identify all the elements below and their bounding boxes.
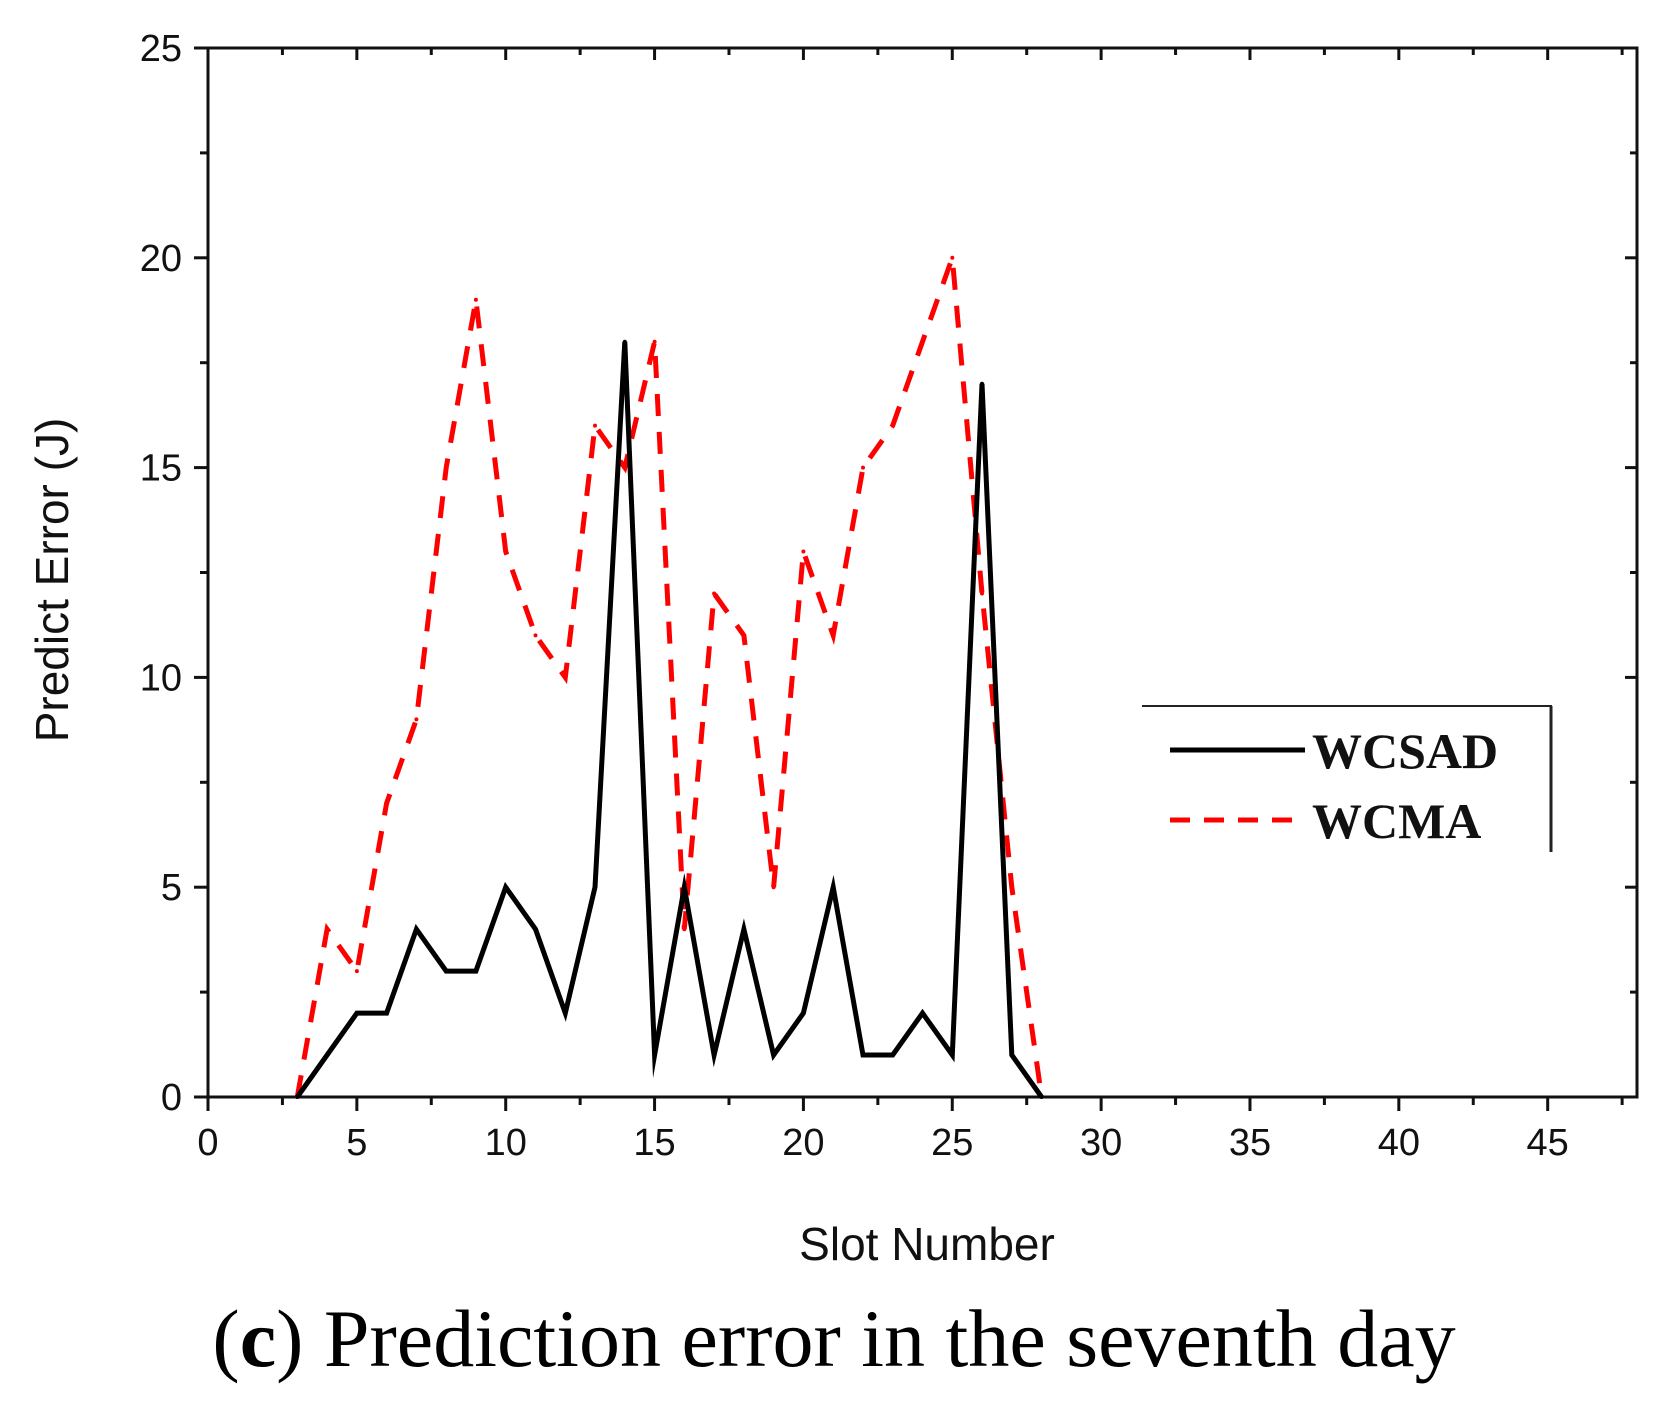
legend-label-wcma: WCMA: [1312, 793, 1481, 849]
data-point-wcma: [861, 465, 865, 470]
data-point-wcsad: [801, 1011, 806, 1016]
data-point-wcsad: [295, 1095, 300, 1099]
data-point-wcsad: [414, 927, 419, 932]
figure-caption: (c) Prediction error in the seventh day: [0, 1292, 1668, 1386]
x-tick-label: 15: [633, 1122, 675, 1164]
data-point-wcsad: [890, 1053, 895, 1057]
data-point-wcsad: [831, 885, 836, 890]
data-point-wcma: [741, 633, 746, 638]
tick-labels: 0 5 10 15 20 25 30 35 40 45 0 5 10 15 20 25: [140, 28, 1569, 1164]
data-point-wcsad: [1039, 1095, 1044, 1099]
data-point-wcsad: [652, 1053, 657, 1057]
x-tick-label: 30: [1080, 1122, 1122, 1164]
x-tick-label: 5: [346, 1122, 367, 1164]
data-point-wcma: [354, 969, 359, 974]
data-point-wcsad: [503, 885, 508, 890]
series-line-wcsad: [295, 341, 1044, 1099]
legend[interactable]: WCSAD WCMA: [1142, 705, 1553, 853]
data-point-wcsad: [920, 1011, 925, 1016]
data-point-wcsad: [622, 339, 627, 344]
legend-box: [1142, 705, 1552, 853]
data-point-wcsad: [325, 1053, 330, 1057]
data-point-wcsad: [593, 885, 597, 890]
data-point-wcsad: [712, 1053, 717, 1057]
data-point-wcma: [503, 549, 508, 554]
y-tick-label: 10: [140, 657, 182, 699]
y-axis-title: Predict Error (J): [26, 418, 78, 743]
data-point-wcma: [325, 927, 330, 932]
y-tick-label: 5: [161, 867, 182, 909]
data-point-wcsad: [1009, 1053, 1014, 1057]
y-tick-label: 15: [140, 448, 182, 490]
caption-panel-letter: c: [239, 1293, 277, 1384]
data-point-wcsad: [771, 1053, 776, 1057]
data-point-wcsad: [950, 1053, 955, 1057]
data-point-wcma: [622, 465, 627, 470]
data-point-wcsad: [861, 1053, 865, 1057]
data-point-wcsad: [980, 381, 984, 386]
data-point-wcma: [980, 591, 984, 596]
data-point-wcma: [384, 801, 389, 806]
data-point-wcma: [801, 549, 806, 554]
x-tick-label: 20: [782, 1122, 824, 1164]
series-line-wcma: [294, 246, 1045, 1098]
data-point-wcma: [414, 717, 419, 722]
data-point-wcma: [563, 675, 568, 680]
data-point-wcsad: [563, 1011, 568, 1016]
data-point-wcma: [1009, 885, 1014, 890]
data-point-wcsad: [384, 1011, 389, 1016]
x-axis-title: Slot Number: [799, 1218, 1055, 1270]
y-tick-label: 25: [140, 28, 182, 70]
data-point-wcsad: [741, 927, 746, 932]
legend-label-wcsad: WCSAD: [1312, 723, 1498, 779]
data-point-wcma: [920, 339, 925, 344]
data-point-wcma: [652, 339, 657, 344]
data-point-wcma: [771, 885, 776, 890]
x-tick-label: 0: [197, 1122, 218, 1164]
data-point-wcma: [682, 927, 687, 932]
x-tick-label: 35: [1229, 1122, 1271, 1164]
x-tick-label: 40: [1378, 1122, 1420, 1164]
x-tick-label: 45: [1527, 1122, 1569, 1164]
x-tick-label: 10: [485, 1122, 527, 1164]
data-point-wcma: [950, 255, 955, 260]
data-point-wcsad: [682, 885, 687, 890]
data-point-wcma: [533, 633, 538, 638]
data-point-wcsad: [444, 969, 449, 974]
data-point-wcma: [473, 297, 478, 302]
data-point-wcma: [444, 465, 449, 470]
y-tick-label: 0: [161, 1077, 182, 1119]
data-point-wcsad: [354, 1011, 359, 1016]
y-tick-label: 20: [140, 238, 182, 280]
axis-ticks: [194, 46, 1637, 1111]
data-point-wcsad: [533, 927, 538, 932]
data-point-wcma: [712, 591, 717, 596]
x-tick-label: 25: [931, 1122, 973, 1164]
series-lines: [294, 246, 1045, 1099]
data-point-wcma: [593, 423, 597, 428]
data-point-wcsad: [473, 969, 478, 974]
caption-text: ) Prediction error in the seventh day: [276, 1293, 1456, 1384]
data-point-wcma: [890, 423, 895, 428]
data-point-wcma: [831, 633, 836, 638]
caption-open-paren: (: [212, 1293, 240, 1384]
